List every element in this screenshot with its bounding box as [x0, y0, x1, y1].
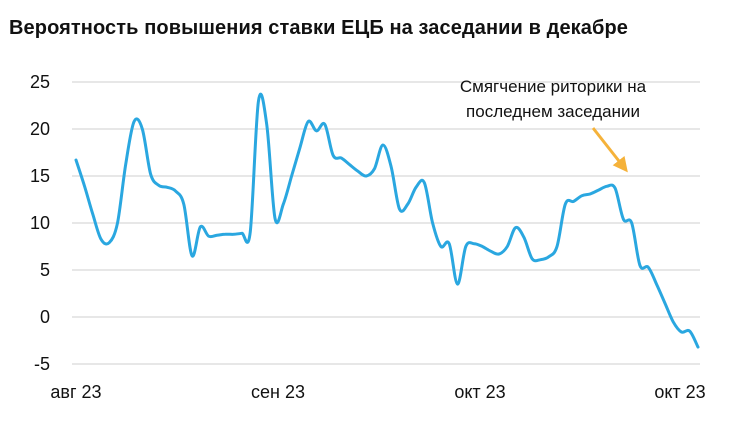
x-tick-label: окт 23: [454, 382, 505, 402]
y-tick-label: 15: [30, 166, 50, 186]
y-tick-label: -5: [34, 354, 50, 374]
annotation-text-line-2: последнем заседании: [466, 102, 640, 121]
y-tick-label: 25: [30, 72, 50, 92]
y-tick-label: 10: [30, 213, 50, 233]
y-tick-label: 20: [30, 119, 50, 139]
series-line: [74, 92, 700, 349]
y-axis-ticks: 25 20 15 10 5 0 -5: [30, 72, 50, 374]
x-tick-label: окт 23: [654, 382, 705, 402]
annotation-text-line-1: Смягчение риторики на: [460, 77, 647, 96]
y-tick-label: 5: [40, 260, 50, 280]
gridlines: [72, 81, 700, 365]
x-axis-ticks: авг 23 сен 23 окт 23 окт 23: [50, 382, 705, 402]
y-tick-label: 0: [40, 307, 50, 327]
chart-title: Вероятность повышения ставки ЕЦБ на засе…: [9, 17, 628, 39]
annotation-arrow: [591, 127, 628, 173]
x-tick-label: авг 23: [50, 382, 101, 402]
x-tick-label: сен 23: [251, 382, 305, 402]
